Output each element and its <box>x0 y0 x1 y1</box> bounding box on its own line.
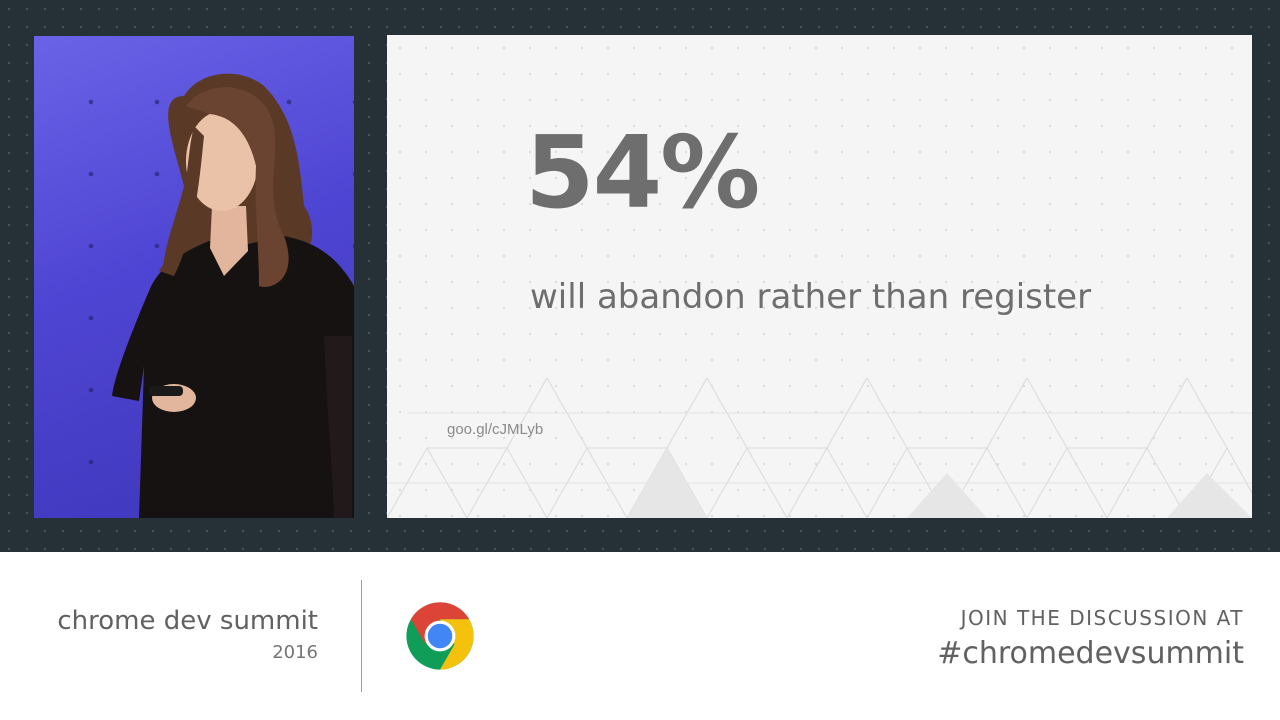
event-hashtag: #chromedevsummit <box>937 636 1244 671</box>
speaker-video <box>34 36 354 518</box>
triangle-pattern <box>387 378 1252 518</box>
slide-source-link: goo.gl/cJMLyb <box>447 421 544 438</box>
slide-statement: will abandon rather than register <box>530 277 1092 317</box>
event-year: 2016 <box>272 642 318 663</box>
presentation-slide: 54% will abandon rather than register go… <box>387 35 1252 518</box>
chrome-logo-icon <box>406 602 474 670</box>
slide-statistic: 54% <box>525 114 760 231</box>
discussion-label: JOIN THE DISCUSSION AT <box>960 606 1244 630</box>
event-name: chrome dev summit <box>57 606 318 636</box>
speaker-figure <box>112 73 354 518</box>
event-footer: chrome dev summit 2016 JOIN THE DISCUSSI… <box>0 552 1280 720</box>
footer-divider <box>361 580 362 692</box>
presentation-stage: 54% will abandon rather than register go… <box>0 0 1280 552</box>
